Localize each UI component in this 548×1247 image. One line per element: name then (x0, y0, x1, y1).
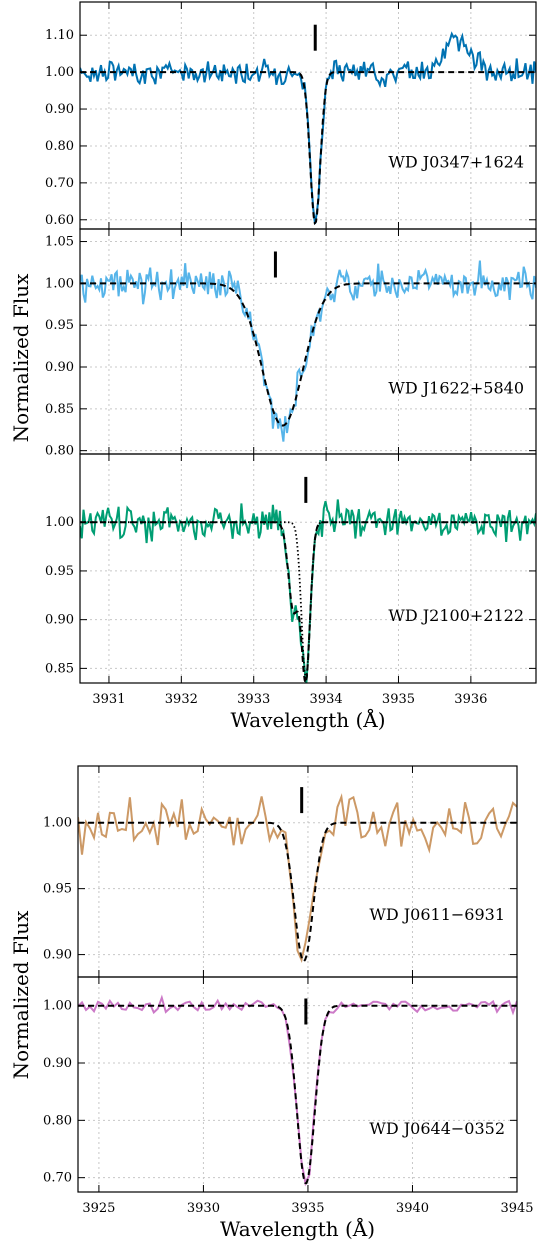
panel-2-1: 0.90 0.95 1.00 WD J0611−6931 (43, 765, 518, 978)
panel-frame (79, 228, 537, 455)
x-tick-label: 3932 (165, 692, 198, 707)
panel-label: WD J0347+1624 (388, 153, 524, 172)
y-axis-label: Normalized Flux (9, 273, 33, 442)
x-tick-label: 3936 (454, 692, 487, 707)
y-tick-label: 1.00 (43, 816, 72, 831)
y-tick-label: 0.90 (45, 102, 74, 117)
y-tick-label: 0.80 (45, 444, 74, 459)
panel-2-2: 3925 3930 3935 3940 3945 0.70 0.80 0.90 1.00 WD J… (43, 976, 534, 1216)
x-tick-label: 3933 (237, 692, 270, 707)
component-fit-line (80, 521, 536, 679)
x-tick-label: 3931 (92, 692, 125, 707)
panel-label: WD J1622+5840 (388, 378, 524, 397)
y-tick-label: 0.90 (45, 613, 74, 628)
x-tick-label: 3925 (82, 1201, 115, 1216)
x-tick-label: 3935 (291, 1201, 324, 1216)
x-tick-label: 3935 (382, 692, 415, 707)
x-axis-label: Wavelength (Å) (230, 707, 385, 732)
model-fit-line (78, 821, 517, 963)
figure-block-2: 0.90 0.95 1.00 WD J0611−6931 3925 3930 3935 394… (9, 765, 534, 1241)
panel-1-1: 0.60 0.70 0.80 0.90 1.00 1.10 WD J0347+1624 (45, 1, 537, 230)
y-tick-label: 1.05 (45, 235, 74, 250)
y-axis-label: Normalized Flux (9, 910, 33, 1079)
spectrum-line (80, 260, 536, 442)
panel-frame (77, 976, 518, 1193)
y-tick-label: 1.00 (45, 65, 74, 80)
spectrum-line (78, 793, 517, 963)
model-fit-line (80, 282, 536, 427)
panel-label: WD J0644−0352 (369, 1119, 505, 1138)
x-axis-label: Wavelength (Å) (220, 1216, 375, 1241)
model-fit-line (80, 521, 536, 683)
y-tick-label: 0.80 (43, 1113, 72, 1128)
panel-label: WD J2100+2122 (388, 606, 524, 625)
y-tick-label: 0.95 (43, 882, 72, 897)
spectrum-line (80, 31, 536, 225)
y-tick-label: 1.00 (45, 515, 74, 530)
y-tick-label: 0.70 (45, 176, 74, 191)
x-tick-label: 3934 (310, 692, 343, 707)
panel-1-3: 3931 3932 3933 3934 3935 3936 0.85 0.90 0.95 1.00… (45, 453, 537, 707)
y-tick-label: 0.85 (45, 402, 74, 417)
y-tick-label: 0.95 (45, 318, 74, 333)
y-tick-label: 1.10 (45, 28, 74, 43)
y-tick-label: 0.80 (45, 139, 74, 154)
panel-1-2: 0.80 0.85 0.90 0.95 1.00 1.05 WD J1622+5840 (45, 228, 537, 459)
y-tick-label: 1.00 (45, 276, 74, 291)
y-tick-label: 0.85 (45, 661, 74, 676)
model-fit-line (80, 71, 536, 226)
figure-block-1: 0.60 0.70 0.80 0.90 1.00 1.10 WD J0347+1624 0.8… (9, 1, 537, 732)
x-tick-label: 3945 (500, 1201, 533, 1216)
panel-frame (79, 453, 537, 684)
x-tick-label: 3930 (187, 1201, 220, 1216)
spectrum-line (78, 994, 517, 1187)
y-tick-label: 0.90 (43, 948, 72, 963)
y-tick-label: 1.00 (43, 999, 72, 1014)
y-tick-label: 0.95 (45, 564, 74, 579)
y-tick-label: 0.70 (43, 1171, 72, 1186)
y-tick-label: 0.90 (43, 1056, 72, 1071)
panel-label: WD J0611−6931 (369, 905, 505, 924)
model-fit-line (78, 1004, 517, 1185)
x-tick-label: 3940 (396, 1201, 429, 1216)
y-tick-label: 0.90 (45, 360, 74, 375)
y-tick-label: 0.60 (45, 213, 74, 228)
